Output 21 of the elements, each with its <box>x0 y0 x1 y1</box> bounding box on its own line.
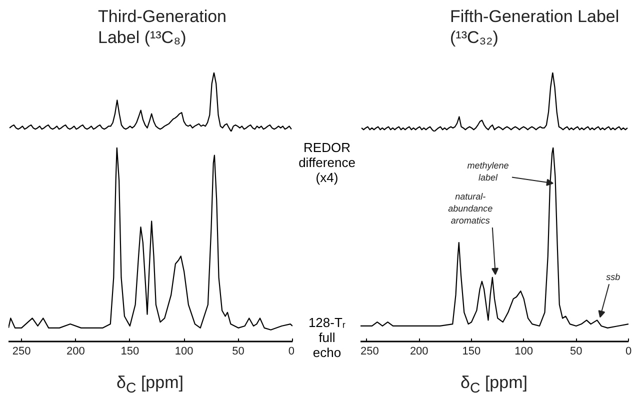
x-tick-label: 200 <box>66 346 85 358</box>
legend-label: 128-Tᵣ full echo <box>307 315 347 360</box>
x-tick-label: 250 <box>12 346 31 358</box>
x-tick-label: 250 <box>360 346 379 358</box>
annotation: natural-abundance aromatics <box>448 191 493 226</box>
annotation: ssb <box>606 272 620 282</box>
x-tick-label: 150 <box>462 346 481 358</box>
series-label: REDOR difference (x4) <box>298 140 356 185</box>
x-tick-label: 100 <box>174 346 194 358</box>
x-tick-label: 150 <box>120 346 140 358</box>
x-tick-label: 50 <box>570 346 582 358</box>
x-tick-label: 200 <box>410 346 428 358</box>
chart-title: Third-Generation Label (¹³C₈) <box>98 6 228 48</box>
chart-title: Fifth-Generation Label (¹³C₃₂) <box>450 6 620 48</box>
x-axis-title: δ$_{C}$ [ppm] <box>460 372 528 398</box>
x-tick-label: 50 <box>232 346 244 358</box>
x-tick-label: 100 <box>514 346 533 358</box>
x-tick-label: 0 <box>288 346 295 358</box>
x-tick-label: 0 <box>625 346 632 358</box>
annotation: methylene label <box>467 160 509 182</box>
x-axis-title: δ$_{C}$ [ppm] <box>116 372 184 398</box>
